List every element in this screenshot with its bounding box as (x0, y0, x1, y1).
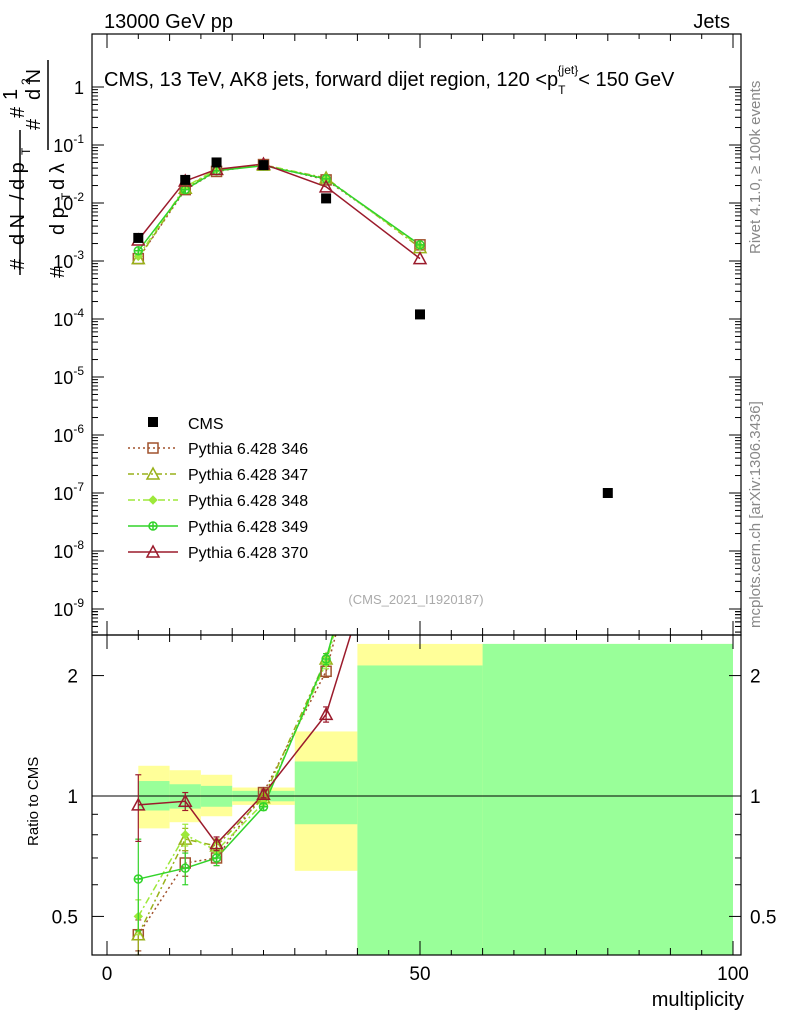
data-point-cms (133, 232, 144, 243)
main-y-tick-label: 10-6 (53, 422, 84, 446)
series-point-ratio-cross (181, 864, 190, 873)
series-point-ratio (256, 786, 271, 801)
data-point-cms (211, 157, 222, 168)
series-point-ratio-cross (212, 853, 221, 862)
x-tick-label: 100 (717, 964, 749, 985)
series-markers (131, 156, 613, 956)
ratio-y-tick-label: 1 (67, 787, 78, 808)
plot-frames (91, 33, 742, 956)
series-point-main (412, 251, 428, 265)
rivet-label: Rivet 4.1.0, ≥ 100k events (747, 81, 764, 254)
ratio-panel-frame (91, 634, 742, 956)
ratio-y-tick-label-right: 0.5 (750, 907, 776, 928)
series-point-ratio (131, 797, 146, 811)
svg-text:d N: d N (23, 69, 45, 100)
mcplots-label: mcplots.cern.ch [arXiv:1306.3436] (747, 401, 764, 628)
main-y-tick-label: 10-1 (53, 132, 84, 156)
ratio-band-green (294, 761, 358, 825)
legend-label: Pythia 6.428 346 (188, 441, 308, 458)
main-y-axis-label: # d N / d p T # 1 # d p T d λ # d N 2 (0, 60, 73, 278)
series-point-main (209, 161, 224, 176)
svg-text:#: # (23, 118, 45, 130)
svg-text:/: / (7, 194, 29, 200)
legend-label: Pythia 6.428 349 (188, 519, 308, 536)
axis-ticks: 10-9 10-8 10-7 10-6 10-5 10-4 10-3 10-2 10-1 1 0.5… (52, 34, 776, 985)
series-point-main-cross (212, 166, 221, 175)
legend-marker (145, 544, 161, 558)
series-point-ratio (318, 706, 334, 721)
svg-text:d λ: d λ (47, 163, 69, 190)
series-point-ratio-cross (134, 875, 143, 884)
data-point-cms (321, 193, 332, 204)
legend-label: Pythia 6.428 347 (188, 467, 308, 484)
svg-text:2: 2 (19, 78, 33, 85)
data-point-cms (602, 488, 613, 498)
series-line-main (137, 164, 421, 252)
series-point-main-cross (134, 246, 143, 255)
svg-text:#: # (7, 106, 29, 118)
series-line-ratio (137, 635, 335, 917)
series-point-ratio (209, 836, 224, 850)
data-point-cms (415, 309, 425, 320)
chart-title: CMS, 13 TeV, AK8 jets, forward dijet reg… (104, 63, 675, 97)
legend-marker-cross (149, 522, 157, 530)
series-point-ratio (177, 793, 193, 808)
series-line-main (137, 163, 421, 260)
series-point-main-cross (416, 240, 424, 249)
legend-marker (145, 466, 161, 480)
main-y-tick-label: 10-2 (53, 190, 84, 214)
legend-label: Pythia 6.428 370 (188, 545, 308, 562)
main-y-tick-label: 1 (74, 78, 84, 98)
series-point-main (318, 179, 334, 193)
ratio-y-axis-label: Ratio to CMS (25, 757, 42, 846)
svg-text:T: T (59, 192, 73, 200)
analysis-label: (CMS_2021_I1920187) (348, 592, 483, 607)
data-point-cms (180, 174, 191, 185)
ratio-y-tick-label: 2 (67, 667, 78, 688)
svg-text:d p: d p (7, 162, 29, 190)
series-line-ratio (138, 635, 334, 880)
svg-text:d p: d p (47, 207, 69, 235)
main-y-tick-label: 10-3 (53, 248, 84, 272)
legend-marker (148, 495, 158, 505)
series-point-main-cross (181, 185, 190, 194)
main-y-tick-label: 10-7 (53, 480, 84, 504)
main-y-tick-label: 10-4 (53, 306, 84, 330)
legend-marker-cms (148, 417, 158, 427)
series-point-ratio-cross (259, 802, 268, 811)
svg-text:d N: d N (7, 214, 29, 245)
series-point-ratio (180, 830, 190, 840)
ratio-band-green (482, 643, 733, 955)
ratio-y-tick-label: 0.5 (52, 907, 78, 928)
legend-label: Pythia 6.428 348 (188, 493, 308, 510)
main-y-tick-label: 10-9 (53, 596, 84, 620)
svg-text:#: # (7, 258, 29, 270)
legend: CMS Pythia 6.428 346 Pythia 6.428 347 Pythi… (128, 416, 308, 562)
series-line-ratio (137, 635, 334, 936)
legend-marker (147, 442, 159, 454)
header-left: 13000 GeV pp (104, 11, 233, 33)
x-axis-label: multiplicity (652, 989, 744, 1011)
svg-text:T: T (19, 147, 33, 155)
ratio-band-green (357, 665, 483, 955)
series-point-ratio-cross (322, 655, 331, 664)
legend-label-cms: CMS (188, 416, 224, 433)
svg-text:1: 1 (0, 89, 22, 100)
ratio-y-tick-label-right: 2 (750, 667, 761, 688)
main-y-tick-label: 10-8 (53, 538, 84, 562)
svg-text:#: # (47, 266, 69, 278)
ratio-uncertainty-bands (138, 643, 733, 955)
series-curves (92, 163, 741, 936)
series-line-ratio (138, 635, 352, 845)
series-point-main (133, 251, 144, 262)
main-y-tick-label: 10-5 (53, 364, 84, 388)
x-tick-label: 50 (409, 964, 430, 985)
header-right: Jets (693, 11, 730, 33)
data-point-cms (258, 160, 269, 171)
x-tick-label: 0 (102, 964, 113, 985)
series-line-ratio (137, 635, 337, 936)
ratio-y-tick-label-right: 1 (750, 787, 761, 808)
